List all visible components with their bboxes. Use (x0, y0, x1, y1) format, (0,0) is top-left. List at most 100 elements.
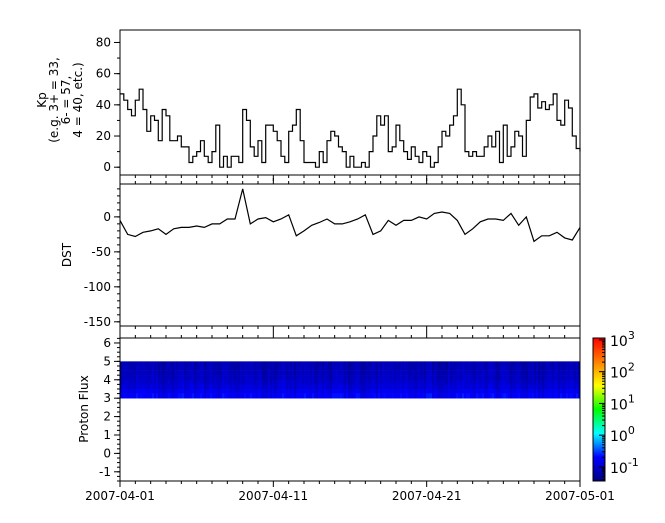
heatmap-cell (406, 393, 409, 399)
heatmap-cell (528, 361, 531, 367)
heatmap-cell (228, 375, 231, 381)
heatmap-cell (204, 375, 207, 381)
heatmap-cell (260, 393, 263, 399)
heatmap-cell (494, 388, 497, 394)
heatmap-cell (344, 388, 347, 394)
colorbar-gradient (592, 337, 606, 482)
heatmap-cell (150, 370, 153, 376)
plot-frame (119, 337, 581, 482)
heatmap-cell (264, 379, 267, 385)
heatmap-cell (286, 375, 289, 381)
heatmap-cell (432, 365, 435, 371)
heatmap-cell (532, 375, 535, 381)
heatmap-cell (280, 361, 283, 367)
heatmap-cell (576, 379, 579, 385)
heatmap-cell (152, 379, 155, 385)
heatmap-cell (466, 370, 469, 376)
heatmap-cell (440, 361, 443, 367)
heatmap-cell (260, 388, 263, 394)
heatmap-cell (510, 370, 513, 376)
heatmap-cell (240, 379, 243, 385)
heatmap-cell (312, 361, 315, 367)
heatmap-cell (154, 375, 157, 381)
heatmap-cell (536, 384, 539, 390)
heatmap-cell (156, 384, 159, 390)
heatmap-cell (544, 388, 547, 394)
heatmap-cell (440, 393, 443, 399)
heatmap-cell (528, 375, 531, 381)
heatmap-cell (406, 370, 409, 376)
heatmap-cell (376, 379, 379, 385)
heatmap-cell (224, 384, 227, 390)
heatmap-cell (340, 388, 343, 394)
heatmap-cell (436, 379, 439, 385)
heatmap-cell (456, 370, 459, 376)
heatmap-cell (512, 365, 515, 371)
heatmap-cell (476, 365, 479, 371)
heatmap-cell (458, 388, 461, 394)
heatmap-cell (322, 379, 325, 385)
heatmap-cell (510, 365, 513, 371)
heatmap-cell (234, 393, 237, 399)
heatmap-cell (334, 379, 337, 385)
heatmap-cell (404, 361, 407, 367)
heatmap-cell (218, 361, 221, 367)
heatmap-cell (414, 388, 417, 394)
heatmap-cell (444, 365, 447, 371)
heatmap-cell (506, 370, 509, 376)
heatmap-cell (310, 370, 313, 376)
heatmap-cell (526, 393, 529, 399)
heatmap-cell (140, 393, 143, 399)
heatmap-cell (544, 384, 547, 390)
heatmap-cell (466, 393, 469, 399)
heatmap-cell (444, 388, 447, 394)
heatmap-cell (324, 379, 327, 385)
heatmap-cell (504, 393, 507, 399)
heatmap-cell (288, 388, 291, 394)
heatmap-cell (218, 384, 221, 390)
heatmap-cell (192, 361, 195, 367)
heatmap-cell (200, 388, 203, 394)
heatmap-cell (480, 379, 483, 385)
heatmap-cell (534, 365, 537, 371)
heatmap-cell (308, 388, 311, 394)
heatmap-cell (268, 379, 271, 385)
heatmap-cell (232, 393, 235, 399)
heatmap-cell (204, 361, 207, 367)
heatmap-cell (240, 375, 243, 381)
heatmap-cell (460, 384, 463, 390)
heatmap-cell (428, 388, 431, 394)
heatmap-cell (338, 384, 341, 390)
heatmap-cell (556, 388, 559, 394)
x-axis-labels: 2007-04-01 2007-04-11 2007-04-21 2007-05… (85, 489, 615, 503)
heatmap-cell (192, 384, 195, 390)
heatmap-cell (120, 384, 123, 390)
heatmap-cell (482, 365, 485, 371)
heatmap-cell (416, 393, 419, 399)
heatmap-cell (126, 361, 129, 367)
heatmap-cell (322, 365, 325, 371)
heatmap-cell (512, 375, 515, 381)
heatmap-cell (478, 388, 481, 394)
heatmap-cell (134, 384, 137, 390)
heatmap-cell (142, 393, 145, 399)
heatmap-cell (566, 388, 569, 394)
heatmap-cell (170, 375, 173, 381)
heatmap-cell (234, 370, 237, 376)
heatmap-cell (144, 370, 147, 376)
heatmap-cell (556, 393, 559, 399)
heatmap-cell (200, 379, 203, 385)
heatmap-cell (206, 370, 209, 376)
heatmap-cell (448, 379, 451, 385)
heatmap-cell (310, 384, 313, 390)
heatmap-cell (412, 384, 415, 390)
heatmap-cell (412, 370, 415, 376)
heatmap-cell (378, 365, 381, 371)
heatmap-cell (290, 375, 293, 381)
heatmap-cell (210, 365, 213, 371)
heatmap-cell (424, 379, 427, 385)
heatmap-cell (518, 375, 521, 381)
heatmap-cell (482, 361, 485, 367)
heatmap-cell (210, 379, 213, 385)
heatmap-cell (188, 370, 191, 376)
